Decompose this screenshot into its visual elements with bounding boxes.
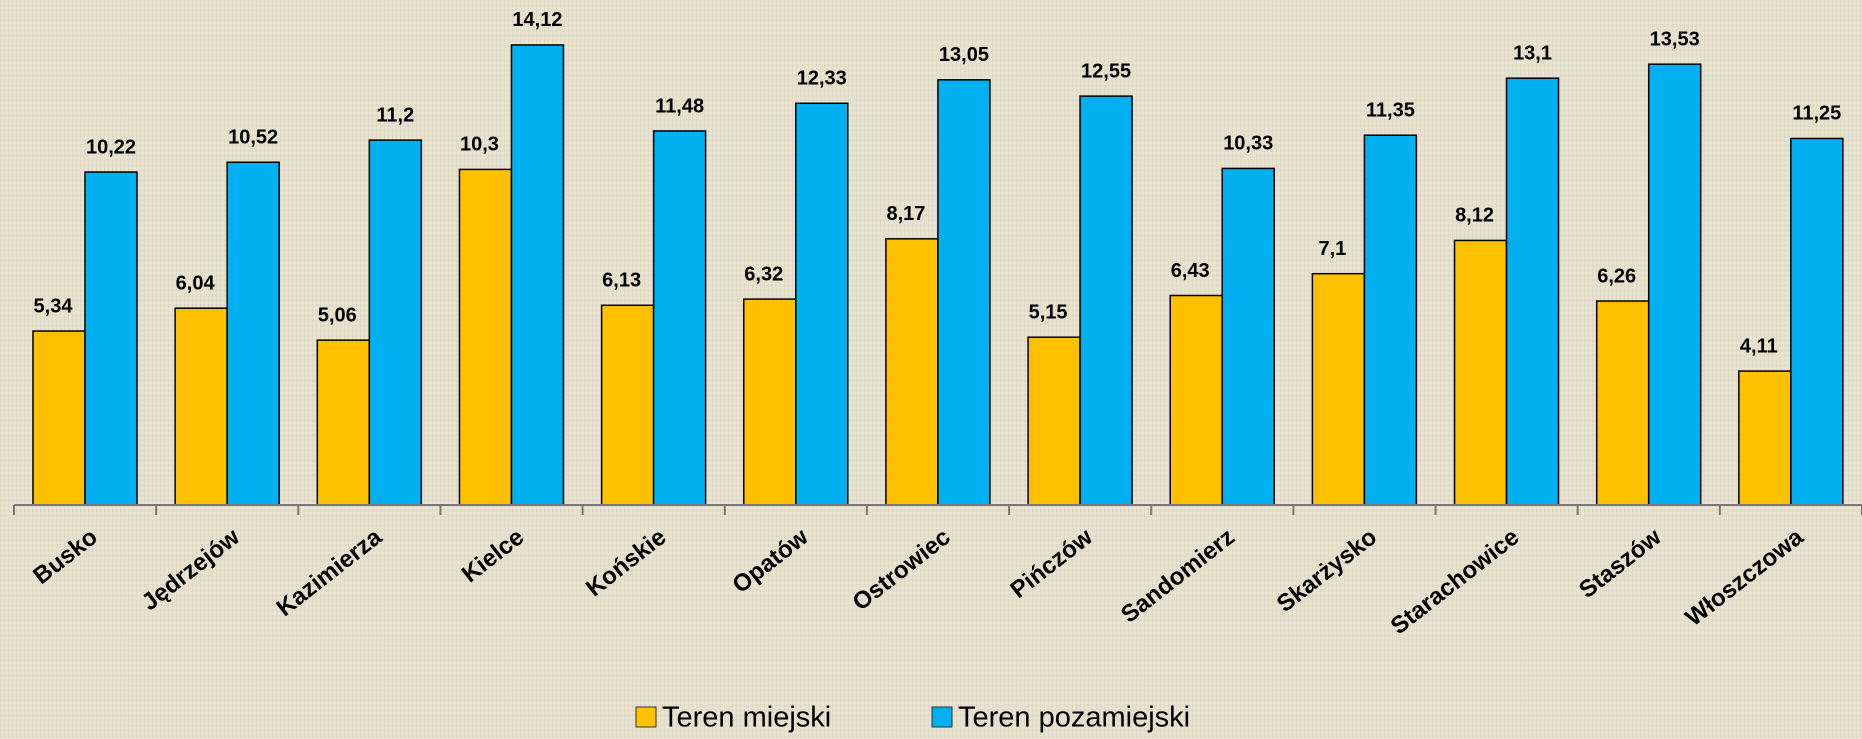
data-label: 5,15: [1029, 301, 1068, 323]
bar: [174, 307, 228, 506]
bar: [84, 171, 138, 506]
x-tick-label: Starachowice: [1386, 523, 1525, 640]
data-label: 11,35: [1366, 99, 1415, 121]
bar: [1453, 239, 1508, 506]
bar: [1595, 300, 1650, 506]
bar: [1505, 77, 1560, 506]
data-label: 10,52: [228, 127, 278, 149]
data-label: 12,33: [797, 68, 847, 90]
bar: [885, 238, 939, 506]
legend-swatch: [931, 706, 953, 728]
x-tick-label: Ostrowiec: [848, 523, 956, 616]
bar: [368, 139, 423, 506]
data-label: 10,33: [1223, 133, 1273, 155]
data-label: 6,32: [744, 263, 783, 285]
data-label: 5,06: [318, 304, 357, 326]
bar: [795, 102, 849, 506]
data-label: 11,48: [655, 95, 704, 117]
legend-swatch: [635, 706, 657, 728]
bar: [600, 304, 655, 506]
data-label: 10,3: [460, 134, 499, 156]
data-label: 11,2: [376, 104, 414, 126]
bar: [316, 339, 371, 506]
bar: [1363, 134, 1418, 506]
legend-label: Teren pozamiejski: [958, 702, 1190, 734]
bar: [1079, 95, 1133, 506]
data-label: 13,53: [1650, 28, 1700, 50]
data-label: 8,17: [886, 203, 925, 225]
data-label: 12,55: [1081, 60, 1131, 82]
x-tick-label: Staszów: [1574, 523, 1667, 604]
bar: [510, 44, 565, 506]
bar: [32, 330, 86, 506]
data-label: 13,1: [1513, 42, 1552, 64]
x-tick-label: Kielce: [457, 523, 529, 588]
bar: [458, 168, 513, 506]
data-label: 10,22: [86, 136, 136, 158]
legend-label: Teren miejski: [662, 702, 831, 734]
x-tick-label: Busko: [28, 523, 102, 589]
bar: [1790, 137, 1844, 506]
data-label: 5,34: [34, 295, 74, 317]
bar: [226, 161, 280, 506]
bar: [1169, 294, 1223, 506]
x-tick-label: Kazimierza: [272, 523, 388, 622]
data-label: 6,43: [1171, 260, 1210, 282]
x-tick-label: Sandomierz: [1116, 523, 1240, 628]
x-tick-label: Skarżysko: [1272, 523, 1382, 617]
data-label: 8,12: [1455, 205, 1494, 227]
bar: [652, 130, 707, 506]
data-label: 6,13: [602, 270, 641, 292]
x-tick-label: Włoszczowa: [1681, 523, 1810, 632]
bar: [1647, 63, 1702, 506]
bar: [743, 298, 797, 506]
data-label: 13,05: [939, 44, 989, 66]
bar: [1027, 336, 1081, 506]
bar: [937, 79, 991, 506]
data-label: 14,12: [512, 9, 562, 31]
x-tick-label: Opatów: [727, 523, 813, 599]
x-tick-label: Końskie: [581, 523, 671, 602]
data-label: 4,11: [1740, 335, 1778, 357]
bar: [1221, 167, 1275, 506]
data-label: 6,26: [1597, 265, 1636, 287]
bar: [1311, 272, 1366, 506]
x-tick-label: Jędrzejów: [137, 523, 245, 616]
x-tick-label: Pińczów: [1005, 523, 1098, 604]
data-label: 11,25: [1792, 103, 1841, 125]
data-label: 7,1: [1318, 238, 1346, 260]
data-label: 6,04: [176, 272, 216, 294]
bar: [1738, 370, 1792, 506]
